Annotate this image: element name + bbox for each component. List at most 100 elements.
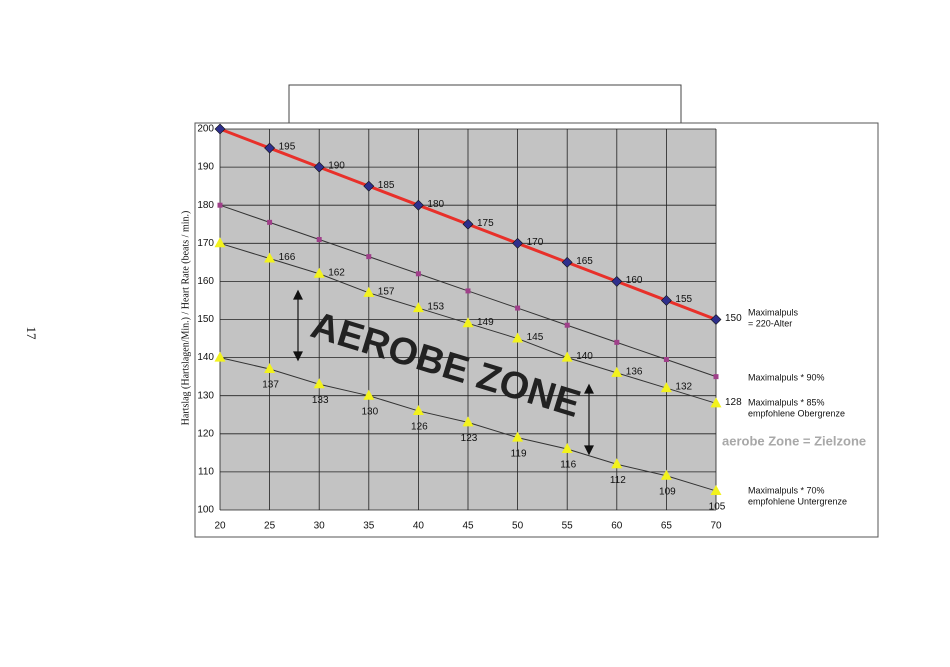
x-tick-label: 40 bbox=[413, 521, 425, 532]
data-label: 185 bbox=[378, 180, 395, 191]
point bbox=[561, 443, 573, 454]
data-label: 195 bbox=[279, 142, 296, 153]
y-tick-label: 120 bbox=[197, 428, 214, 439]
y-tick-label: 180 bbox=[197, 200, 214, 211]
x-tick-label: 30 bbox=[314, 521, 326, 532]
data-label: 165 bbox=[576, 256, 593, 267]
x-tick-label: 65 bbox=[661, 521, 673, 532]
arrow-head bbox=[584, 383, 594, 456]
series-note: empfohlene Obergrenze bbox=[748, 408, 845, 418]
y-tick-label: 140 bbox=[197, 352, 214, 363]
data-label: 153 bbox=[427, 302, 444, 313]
data-label: 149 bbox=[477, 317, 494, 328]
point bbox=[412, 199, 424, 211]
series-label: Maximalpuls * 90% bbox=[748, 372, 825, 382]
series-note: empfohlene Untergrenze bbox=[748, 496, 847, 506]
y-tick-label: 150 bbox=[197, 314, 214, 325]
y-axis-label: Hartslag (Hartslagen/Min.) / Heart Rate … bbox=[180, 211, 191, 426]
data-label: 162 bbox=[328, 267, 345, 278]
x-tick-label: 55 bbox=[562, 521, 574, 532]
y-tick-label: 160 bbox=[197, 276, 214, 287]
data-label: 175 bbox=[477, 218, 494, 229]
x-tick-label: 45 bbox=[462, 521, 474, 532]
point bbox=[363, 180, 375, 192]
point bbox=[313, 161, 325, 173]
series-layer bbox=[214, 123, 722, 495]
point bbox=[561, 256, 573, 268]
point bbox=[462, 317, 474, 328]
point bbox=[710, 397, 722, 408]
point bbox=[214, 351, 226, 362]
point bbox=[412, 302, 424, 313]
point bbox=[366, 254, 372, 260]
x-tick-label: 20 bbox=[214, 521, 226, 532]
point bbox=[267, 219, 273, 225]
point bbox=[363, 389, 375, 400]
point bbox=[512, 431, 524, 442]
y-tick-label: 170 bbox=[197, 238, 214, 249]
title-box bbox=[288, 84, 682, 124]
data-label: 166 bbox=[279, 252, 296, 263]
point bbox=[462, 416, 474, 427]
data-label: 109 bbox=[659, 486, 676, 497]
data-label: 160 bbox=[626, 275, 643, 286]
point bbox=[363, 286, 375, 297]
y-tick-label: 110 bbox=[198, 467, 214, 478]
y-tick-label: 190 bbox=[197, 162, 214, 173]
data-label: 136 bbox=[626, 366, 643, 377]
point bbox=[614, 339, 620, 345]
data-label: 155 bbox=[675, 294, 692, 305]
data-label: 170 bbox=[527, 237, 544, 248]
series-label: Maximalpuls * 85% bbox=[748, 397, 825, 407]
arrows bbox=[293, 289, 594, 456]
data-label: 190 bbox=[328, 161, 345, 172]
point bbox=[611, 275, 623, 287]
x-tick-label: 35 bbox=[363, 521, 375, 532]
point bbox=[214, 237, 226, 248]
x-tick-label: 60 bbox=[611, 521, 623, 532]
series-note: = 220-Alter bbox=[748, 318, 792, 328]
point bbox=[214, 123, 226, 135]
point bbox=[462, 218, 474, 230]
data-label: 180 bbox=[427, 199, 444, 210]
point bbox=[316, 236, 322, 242]
point bbox=[415, 271, 421, 277]
data-label: 145 bbox=[527, 332, 544, 343]
point bbox=[663, 357, 669, 363]
series-label: Maximalpuls bbox=[748, 307, 799, 317]
point bbox=[264, 252, 276, 263]
data-label: 157 bbox=[378, 286, 395, 297]
data-label: 126 bbox=[411, 422, 428, 433]
page-number: 17 bbox=[24, 327, 39, 341]
x-tick-label: 25 bbox=[264, 521, 276, 532]
point bbox=[710, 314, 722, 325]
y-tick-label: 130 bbox=[197, 390, 214, 401]
point bbox=[713, 374, 719, 380]
point bbox=[412, 404, 424, 415]
point bbox=[465, 288, 471, 294]
data-label: 150 bbox=[725, 313, 742, 324]
point bbox=[611, 366, 623, 377]
point bbox=[660, 469, 672, 480]
zone-note: aerobe Zone = Zielzone bbox=[722, 433, 866, 448]
arrow-head bbox=[293, 289, 303, 362]
point bbox=[564, 322, 570, 328]
data-label: 140 bbox=[576, 351, 593, 362]
y-tick-label: 200 bbox=[197, 124, 214, 135]
series-label: Maximalpuls * 70% bbox=[748, 485, 825, 495]
point bbox=[710, 484, 722, 495]
point bbox=[561, 351, 573, 362]
data-label: 133 bbox=[312, 395, 329, 406]
point bbox=[313, 267, 325, 278]
data-label: 128 bbox=[725, 397, 742, 408]
point bbox=[264, 363, 276, 374]
y-tick-label: 100 bbox=[197, 505, 214, 516]
data-label: 112 bbox=[610, 475, 626, 486]
data-label: 105 bbox=[709, 502, 726, 513]
point bbox=[313, 378, 325, 389]
data-label: 130 bbox=[361, 406, 378, 417]
point bbox=[512, 332, 524, 343]
point bbox=[512, 237, 524, 249]
data-label: 123 bbox=[461, 433, 478, 444]
